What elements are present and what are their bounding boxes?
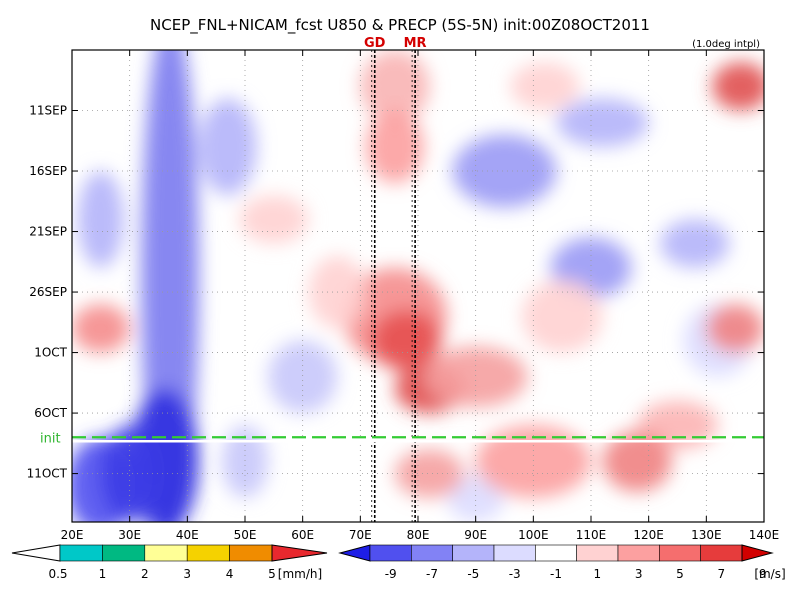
chart-title: NCEP_FNL+NICAM_fcst U850 & PRECP (5S-5N)… bbox=[150, 16, 650, 35]
field-blob bbox=[510, 62, 580, 111]
precip-colorbar-label: 5 bbox=[268, 567, 276, 581]
x-tick-label: 80E bbox=[407, 528, 430, 542]
field-blob bbox=[72, 304, 130, 353]
field-blob bbox=[268, 340, 338, 414]
u850-colorbar-label: -9 bbox=[385, 567, 397, 581]
precip-colorbar-label: 0.5 bbox=[48, 567, 67, 581]
u850-colorbar-segment bbox=[493, 544, 536, 562]
x-tick-label: 90E bbox=[464, 528, 487, 542]
field-blob bbox=[602, 431, 672, 492]
x-tick-label: 120E bbox=[633, 528, 664, 542]
y-tick-label: 11OCT bbox=[27, 467, 68, 481]
field-blob bbox=[660, 219, 730, 268]
u850-colorbar-segment bbox=[411, 544, 453, 562]
precip-colorbar-label: 4 bbox=[226, 567, 234, 581]
u850-colorbar-unit: [m/s] bbox=[754, 567, 785, 581]
precip-colorbar: 0.5 1 2 3 4 5 [mm/h] bbox=[11, 544, 328, 581]
precip-colorbar-segment bbox=[102, 544, 146, 562]
chart-subtitle: (1.0deg intpl) bbox=[692, 39, 760, 50]
field-blob bbox=[239, 195, 309, 244]
field-blob bbox=[198, 98, 257, 196]
u850-colorbar-label: -7 bbox=[426, 567, 438, 581]
precip-colorbar-segment bbox=[229, 544, 273, 562]
x-tick-label: 60E bbox=[291, 528, 314, 542]
u850-colorbar-segment bbox=[535, 544, 577, 562]
x-tick-label: 70E bbox=[349, 528, 372, 542]
location-markers: GD MR bbox=[364, 36, 427, 51]
y-tick-label: 1OCT bbox=[34, 346, 67, 360]
u850-colorbar-segment bbox=[452, 544, 495, 562]
u850-colorbar-segment bbox=[700, 544, 743, 562]
x-axis: 20E 30E 40E 50E 60E 70E 80E 90E 100E 110E 120E 130E… bbox=[61, 50, 780, 542]
y-axis: 11SEP 16SEP 21SEP 26SEP 1OCT 6OCT 11OCT bbox=[27, 104, 764, 481]
u850-colorbar-label: 9 bbox=[759, 567, 767, 581]
u850-colorbar-segment bbox=[617, 544, 660, 562]
u850-colorbar-label: -3 bbox=[509, 567, 521, 581]
field-blob bbox=[100, 425, 159, 522]
field-blob bbox=[423, 346, 528, 408]
x-tick-label: 110E bbox=[576, 528, 607, 542]
u850-colorbar-extend-high bbox=[741, 544, 774, 562]
x-tick-label: 30E bbox=[118, 528, 141, 542]
field-blob bbox=[360, 50, 430, 123]
field-blob bbox=[371, 310, 442, 371]
u850-colorbar-label: -1 bbox=[550, 567, 562, 581]
u850-colorbar-segment bbox=[659, 544, 701, 562]
x-tick-label: 50E bbox=[234, 528, 257, 542]
field-blob bbox=[706, 304, 764, 353]
field-blob bbox=[366, 110, 424, 184]
u850-colorbar-label: 5 bbox=[676, 567, 684, 581]
field-blob bbox=[556, 98, 649, 147]
x-tick-label: 140E bbox=[749, 528, 780, 542]
init-label: init bbox=[40, 431, 61, 446]
precip-colorbar-unit: [mm/h] bbox=[278, 567, 322, 581]
y-tick-label: 11SEP bbox=[29, 104, 67, 118]
field-blob bbox=[475, 425, 591, 498]
marker-label: GD bbox=[364, 36, 386, 51]
precip-colorbar-segment bbox=[144, 544, 188, 562]
field-blob bbox=[452, 134, 557, 208]
field-blob bbox=[77, 171, 124, 268]
field-blob bbox=[712, 62, 764, 111]
precip-colorbar-label: 3 bbox=[183, 567, 191, 581]
u850-colorbar-extend-low bbox=[338, 544, 371, 562]
u850-colorbar-segment bbox=[576, 544, 619, 562]
y-tick-label: 21SEP bbox=[29, 225, 67, 239]
x-tick-label: 20E bbox=[61, 528, 84, 542]
u850-colorbar-label: 3 bbox=[635, 567, 643, 581]
forecast-region bbox=[72, 437, 764, 522]
u850-colorbar-label: -5 bbox=[467, 567, 479, 581]
y-tick-label: 16SEP bbox=[29, 164, 67, 178]
init-marker: init bbox=[40, 431, 61, 446]
field-blob bbox=[221, 425, 269, 498]
field-blob bbox=[446, 473, 505, 522]
x-tick-label: 130E bbox=[691, 528, 722, 542]
x-tick-label: 100E bbox=[518, 528, 549, 542]
precip-colorbar-extend-low bbox=[11, 544, 61, 562]
precip-colorbar-segment bbox=[59, 544, 103, 562]
precip-colorbar-label: 2 bbox=[141, 567, 149, 581]
u850-colorbar: -9 -7 -5 -3 -1 1 3 5 7 9[m/s] bbox=[338, 544, 786, 581]
precip-colorbar-segment bbox=[186, 544, 230, 562]
u850-colorbar-segment bbox=[369, 544, 412, 562]
precip-colorbar-label: 1 bbox=[99, 567, 107, 581]
field-blob bbox=[521, 280, 603, 353]
marker-label: MR bbox=[404, 36, 427, 51]
x-tick-label: 40E bbox=[176, 528, 199, 542]
precip-colorbar-extend-high bbox=[271, 544, 328, 562]
u850-colorbar-label: 7 bbox=[717, 567, 725, 581]
y-tick-label: 6OCT bbox=[34, 406, 67, 420]
y-tick-label: 26SEP bbox=[29, 285, 67, 299]
u850-colorbar-label: 1 bbox=[593, 567, 601, 581]
plot-area bbox=[72, 50, 764, 522]
